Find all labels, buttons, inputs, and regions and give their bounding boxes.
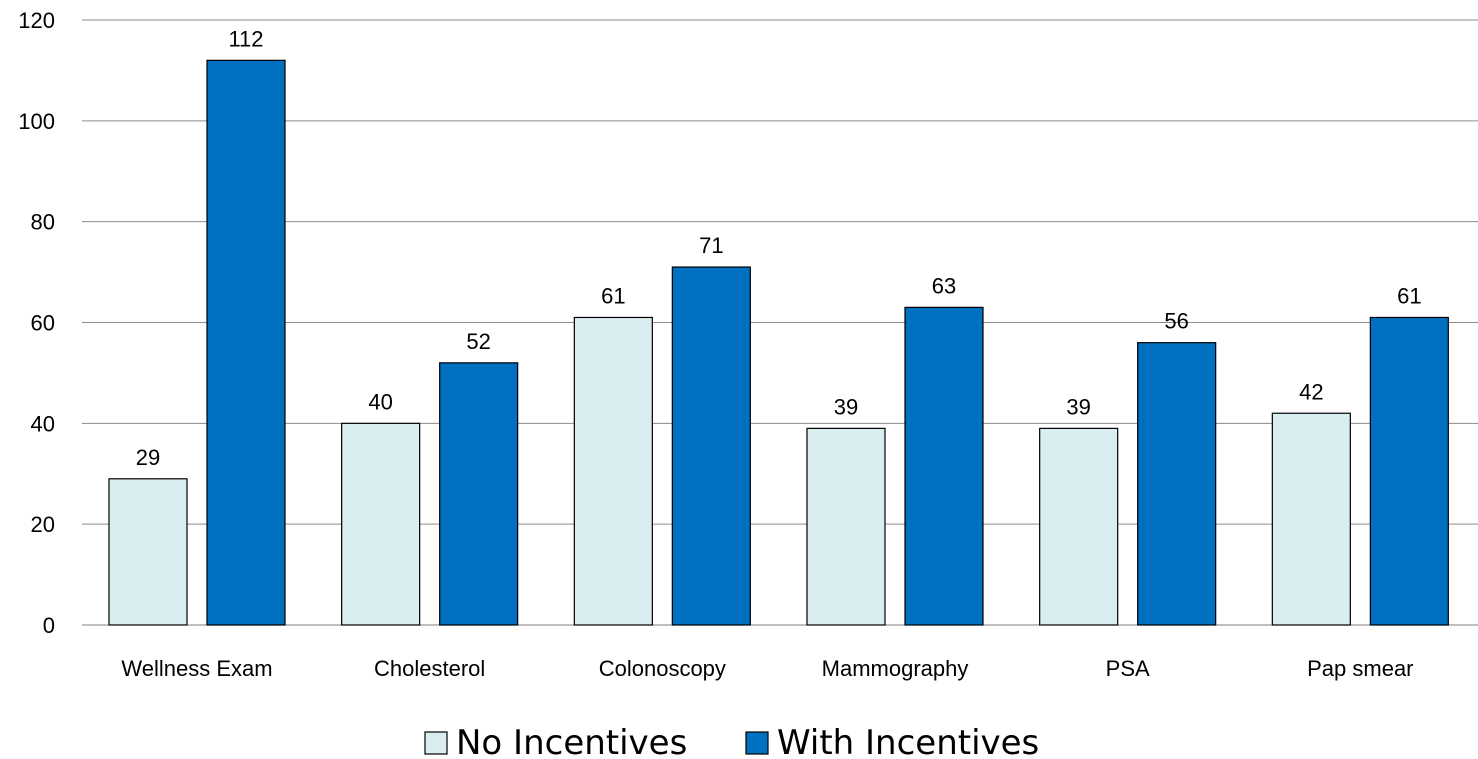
bar — [904, 306, 984, 626]
legend-label: With Incentives — [777, 723, 1039, 759]
data-label: 29 — [136, 445, 160, 470]
legend: No Incentives With Incentives — [424, 723, 1039, 759]
bar — [439, 362, 519, 626]
bars — [108, 59, 1449, 626]
category-label: Pap smear — [1307, 656, 1413, 681]
data-label: 42 — [1299, 379, 1323, 404]
data-label: 39 — [834, 394, 858, 419]
bar — [1271, 412, 1351, 626]
data-label: 56 — [1164, 309, 1188, 334]
bar — [806, 427, 886, 626]
bar — [671, 266, 751, 626]
bar — [1039, 427, 1119, 626]
y-tick-label: 40 — [31, 411, 55, 436]
x-axis-categories: Wellness Exam Cholesterol Colonoscopy Mammo… — [121, 656, 1413, 681]
y-tick-label: 100 — [18, 109, 55, 134]
category-label: Wellness Exam — [121, 656, 272, 681]
y-tick-label: 20 — [31, 512, 55, 537]
category-label: Mammography — [822, 656, 969, 681]
bar — [108, 478, 188, 626]
category-label: PSA — [1106, 656, 1150, 681]
gridlines — [82, 19, 1478, 626]
bar — [1137, 342, 1217, 626]
data-label: 63 — [932, 273, 956, 298]
data-label: 52 — [466, 329, 490, 354]
legend-label: No Incentives — [456, 723, 687, 759]
data-label: 39 — [1066, 394, 1090, 419]
legend-swatch — [424, 731, 448, 755]
data-label: 112 — [228, 26, 263, 51]
data-label: 71 — [699, 233, 723, 258]
bar — [573, 316, 653, 626]
data-labels: 29 112 40 52 61 71 39 63 39 56 42 61 — [136, 26, 1422, 469]
legend-swatch — [745, 731, 769, 755]
bar — [341, 422, 421, 626]
y-tick-label: 0 — [43, 613, 55, 638]
data-label: 61 — [601, 283, 625, 308]
category-label: Cholesterol — [374, 656, 485, 681]
y-axis-ticks: 0 20 40 60 80 100 120 — [18, 8, 55, 638]
bar — [1369, 316, 1449, 626]
y-tick-label: 60 — [31, 311, 55, 336]
data-label: 40 — [368, 389, 392, 414]
data-label: 61 — [1397, 283, 1421, 308]
y-tick-label: 80 — [31, 210, 55, 235]
y-tick-label: 120 — [18, 8, 55, 33]
category-label: Colonoscopy — [599, 656, 726, 681]
bar — [206, 59, 286, 626]
